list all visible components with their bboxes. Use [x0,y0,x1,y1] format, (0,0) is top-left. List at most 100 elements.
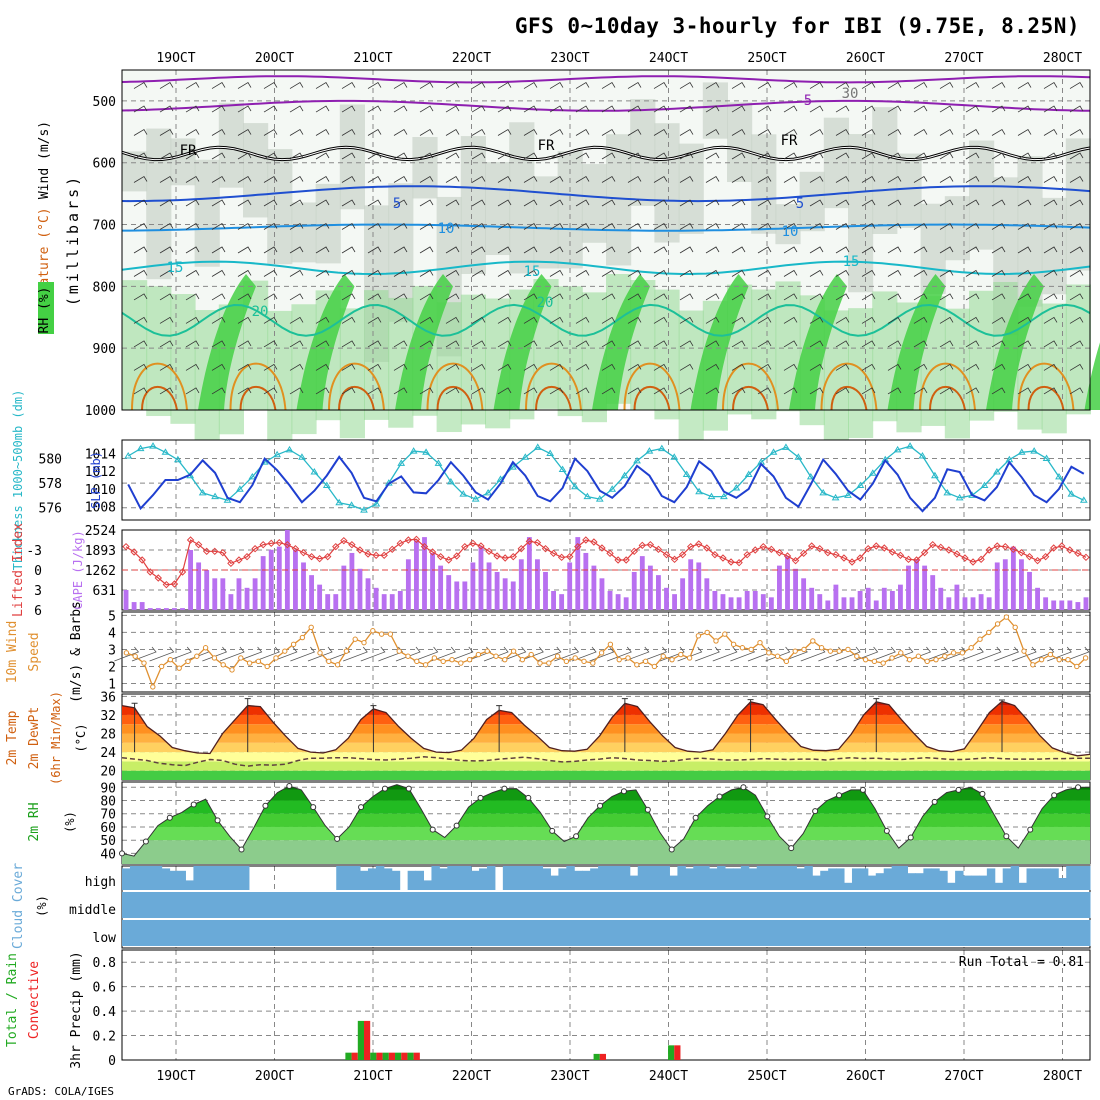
wind-contour-5-upper [121,75,1091,84]
cloud-bar [193,866,202,890]
wind-barb [341,128,356,136]
wind-barb-10m [1064,646,1090,662]
wind-barb [705,152,720,160]
wind-barb [211,293,226,301]
wind-speed-point [572,655,578,661]
cloud-bar [875,873,885,890]
cloud-bar [241,866,250,890]
lifted-index-point [1033,556,1042,565]
cape-bar [938,587,944,610]
wind-speed-point [766,650,772,656]
rh-shading [243,123,269,218]
temp-max-whisker [370,705,377,753]
lifted-index-point [824,548,832,557]
wind-barb [835,293,850,301]
rh-shading [848,134,874,293]
cloud-bar [130,920,139,946]
thickness-point [546,449,555,457]
wind-barb [887,199,902,207]
wind-barb [783,269,798,277]
lifted-index-point [541,544,550,553]
wind-barb-10m [1029,646,1055,662]
wind-barb [159,105,174,113]
thickness-point [1030,447,1039,454]
cloud-bar [920,920,930,946]
wind-barb [601,199,616,207]
cloud-bar [178,892,188,918]
rh-tick: 90 [100,781,116,796]
lifted-index-point [904,555,913,564]
rh-shading [194,159,220,267]
thickness-axis-label: Thickness 1000~500mb (dm) [11,390,25,571]
rh-point [955,786,962,793]
cloud-bar [936,892,946,918]
wind-barb [809,293,824,301]
wind-speed-point [695,633,702,639]
wind-barb [601,293,616,301]
cape-bar [841,597,847,610]
lifted-index-point [1001,542,1010,551]
wind-barb [263,269,278,277]
wind-barb [471,340,486,348]
temp-label-5: 5 [393,196,401,212]
cape-bar [680,578,686,610]
lifted-axis-label: Lifted Index [11,523,26,617]
wind-barb [315,316,330,324]
wind-barb [419,293,434,301]
cape-bar [163,608,169,610]
lifted-index-point [1082,553,1090,562]
cloud-bar [839,920,849,946]
wind-barb [991,199,1006,207]
rh-shading [702,82,728,139]
lifted-index-point [799,549,808,558]
wind-barb [497,81,512,89]
cloud-bar [154,892,163,918]
cape-bar [889,590,895,610]
cloud-bar [210,892,220,918]
wind-barb [211,246,226,254]
wind-speed-tick: 4 [108,626,116,641]
cape-bar [1067,600,1073,610]
cloud-bar [347,920,357,946]
wind-barb [653,293,668,301]
cloud-bar [468,920,478,946]
temp-band [122,705,1090,715]
rh-90-plume [395,274,453,410]
cape-bar [1043,597,1049,610]
wind-barb [289,316,304,324]
wind-speed-point [933,656,939,663]
cloud-bar [978,875,988,890]
lifted-index-point [243,552,251,561]
cape-tick: 1262 [85,564,116,579]
cloud-bar [645,866,655,890]
cloud-bar [367,868,377,890]
wind-barb [575,269,590,277]
rh-point [381,785,388,792]
wind-speed-point [818,645,825,651]
cape-bar [744,590,750,610]
rh-90-plume [690,274,749,410]
cloud-bar [606,866,615,890]
rh-shading [170,138,196,186]
wind-barb [133,387,148,395]
wind-barb [159,128,174,136]
cloud-bar [218,920,228,946]
cloud-bar [915,873,924,890]
lifted-index-point [194,540,203,549]
wind-barb [211,222,226,230]
wind-barb [289,81,304,89]
rh-shading [315,183,341,264]
wind-barb [835,105,850,113]
wind-barb [315,246,330,254]
wind-barb-10m [994,646,1020,662]
cape-bar [615,594,621,610]
wind-barb [263,152,278,160]
temp-contour-25 [229,362,287,411]
cloud-bar [476,892,486,918]
wind-barb [263,340,278,348]
wind-barb [679,387,694,395]
wind-speed-point [405,653,411,659]
thickness-point [620,471,629,479]
cloud-bar [783,892,793,918]
wind-barb [679,199,694,207]
